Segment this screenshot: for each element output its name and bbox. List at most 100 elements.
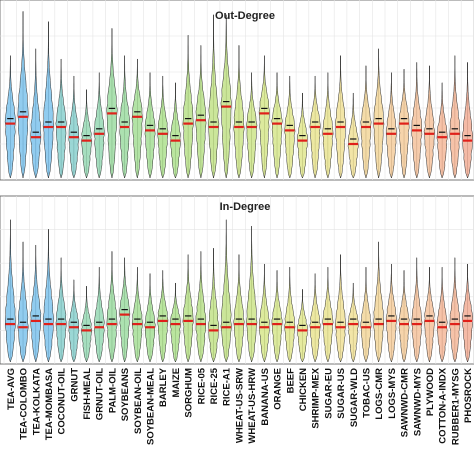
category-label-soybeans: SOYBEANS xyxy=(120,368,131,421)
violin-out-degree-sugar-us xyxy=(335,55,347,179)
category-label-logs-mys: LOGS-MYS xyxy=(387,368,398,419)
category-label-palm-oil: PALM-OIL xyxy=(107,368,118,413)
violin-out-degree-palm-oil xyxy=(106,28,118,179)
violin-in-degree-banana-us xyxy=(258,263,270,363)
violin-in-degree-tea-mombasa xyxy=(42,229,54,363)
violin-out-degree-tea-kolkata xyxy=(30,48,42,179)
violin-in-degree-beef xyxy=(284,266,296,363)
violin-in-degree-sawnwd-cmr xyxy=(398,270,410,363)
violin-out-degree-grnut-oil xyxy=(93,72,105,179)
violin-out-degree-phosrock xyxy=(462,62,474,179)
category-label-banana-us: BANANA-US xyxy=(260,368,271,426)
violin-out-degree-banana-us xyxy=(258,55,270,179)
violin-out-degree-grnut xyxy=(68,75,80,179)
violin-in-degree-phosrock xyxy=(462,263,473,363)
violin-in-degree-cotton-a-indx xyxy=(436,266,448,363)
category-label-rubber1-mysg: RUBBER1-MYSG xyxy=(450,368,461,445)
violin-out-degree-sorghum xyxy=(182,34,194,179)
violin-out-degree-soybean-oil xyxy=(131,58,143,179)
violin-out-degree-barley xyxy=(157,75,169,179)
violin-in-degree-coconut-oil xyxy=(55,257,67,363)
violin-out-degree-rice-25 xyxy=(207,14,220,179)
violin-out-degree-tea-colombo xyxy=(17,11,29,179)
violin-out-degree-wheat-us-srw xyxy=(233,45,245,179)
category-label-rice-05: RICE-05 xyxy=(196,367,207,404)
violin-in-degree-sorghum xyxy=(182,254,194,363)
category-label-grnut: GRNUT xyxy=(69,368,80,402)
category-label-sugar-wld: SUGAR-WLD xyxy=(349,368,360,427)
category-label-wheat-us-hrw: WHEAT-US-HRW xyxy=(247,368,258,444)
category-label-rice-25: RICE-25 xyxy=(209,367,220,404)
violin-out-degree-rice-a1 xyxy=(220,14,232,179)
category-label-rice-a1: RICE-A1 xyxy=(222,367,233,406)
violin-in-degree-orange xyxy=(271,270,283,363)
violin-out-degree-orange xyxy=(271,72,283,179)
panel-in-degree-violins xyxy=(4,219,473,363)
category-label-wheat-us-srw: WHEAT-US-SRW xyxy=(234,368,245,443)
category-label-soybean-oil: SOYBEAN-OIL xyxy=(133,368,144,434)
violin-out-degree-logs-mys xyxy=(385,72,397,179)
violin-in-degree-wheat-us-srw xyxy=(233,254,245,363)
violin-in-degree-rice-25 xyxy=(208,247,219,363)
category-label-sorghum: SORGHUM xyxy=(184,368,195,418)
panel-out-degree-title: Out-Degree xyxy=(215,10,275,22)
violin-out-degree-rubber1-mysg xyxy=(449,55,461,179)
violin-out-degree-wheat-us-hrw xyxy=(246,72,258,179)
category-labels: TEA-AVG TEA-COLOMBO TEA-KOLKATA TEA-MOMBASA… xyxy=(6,367,474,445)
category-label-sugar-us: SUGAR-US xyxy=(336,368,347,419)
category-label-beef: BEEF xyxy=(285,368,296,394)
panel-out-degree: Out-Degree xyxy=(0,0,474,181)
violin-in-degree-grnut xyxy=(68,279,80,363)
violin-in-degree-tea-kolkata xyxy=(30,244,42,363)
category-label-tea-colombo: TEA-COLOMBO xyxy=(19,368,30,440)
category-label-sawnwd-mys: SAWNWD-MYS xyxy=(412,368,423,436)
category-label-barley: BARLEY xyxy=(158,367,169,407)
category-label-grnut-oil: GRNUT-OIL xyxy=(95,368,106,420)
violin-out-degree-tea-avg xyxy=(4,55,16,179)
category-label-maize: MAIZE xyxy=(171,368,182,398)
violin-in-degree-sugar-eu xyxy=(322,266,334,363)
violin-in-degree-shrimp-mex xyxy=(309,273,321,363)
panel-in-degree-title: In-Degree xyxy=(220,201,271,213)
violin-out-degree-tea-mombasa xyxy=(42,21,55,179)
violin-in-degree-soybean-oil xyxy=(131,266,143,363)
panel-in-degree-grid xyxy=(0,196,474,364)
category-label-sawnwd-cmr: SAWNWD-CMR xyxy=(400,368,411,437)
violin-in-degree-palm-oil xyxy=(106,251,118,363)
violin-in-degree-fish-meal xyxy=(80,285,93,363)
violin-out-degree-maize xyxy=(170,82,181,179)
violin-out-degree-soybeans xyxy=(119,55,131,179)
violin-in-degree-plywood xyxy=(423,266,435,363)
category-label-soybean-meal: SOYBEAN-MEAL xyxy=(146,368,157,445)
violin-in-degree-tea-avg xyxy=(4,219,16,363)
violin-out-degree-logs-cmr xyxy=(373,48,385,179)
category-label-cotton-a-indx: COTTON-A-INDX xyxy=(438,367,449,443)
category-label-fish-meal: FISH-MEAL xyxy=(82,368,93,420)
violin-in-degree-tea-colombo xyxy=(17,241,29,363)
violin-out-degree-beef xyxy=(284,75,296,179)
violin-out-degree-sugar-wld xyxy=(347,92,359,179)
category-label-logs-cmr: LOGS-CMR xyxy=(374,368,385,420)
violin-in-degree-sawnwd-mys xyxy=(411,257,423,363)
category-label-sugar-eu: SUGAR-EU xyxy=(323,368,334,419)
violin-in-degree-tobac-us xyxy=(360,266,372,363)
category-label-chicken: CHICKEN xyxy=(298,368,309,411)
category-label-tobac-us: TOBAC-US xyxy=(361,368,372,418)
panel-in-degree: In-Degree xyxy=(0,195,474,365)
violin-out-degree-cotton-a-indx xyxy=(436,82,448,179)
violin-out-degree-plywood xyxy=(423,65,436,179)
violin-in-degree-maize xyxy=(169,282,181,363)
violin-in-degree-rice-05 xyxy=(195,251,207,363)
violin-in-degree-logs-cmr xyxy=(373,241,385,363)
violin-in-degree-soybean-meal xyxy=(144,273,156,363)
category-label-plywood: PLYWOOD xyxy=(425,368,436,416)
category-label-tea-kolkata: TEA-KOLKATA xyxy=(31,368,42,435)
category-label-coconut-oil: COCONUT-OIL xyxy=(57,368,68,435)
violin-in-degree-rubber1-mysg xyxy=(449,257,461,363)
violin-in-degree-logs-mys xyxy=(385,263,397,363)
violin-out-degree-coconut-oil xyxy=(55,58,67,179)
violin-in-degree-sugar-wld xyxy=(347,282,359,363)
category-label-orange: ORANGE xyxy=(273,368,284,410)
violin-out-degree-sugar-eu xyxy=(322,72,334,179)
